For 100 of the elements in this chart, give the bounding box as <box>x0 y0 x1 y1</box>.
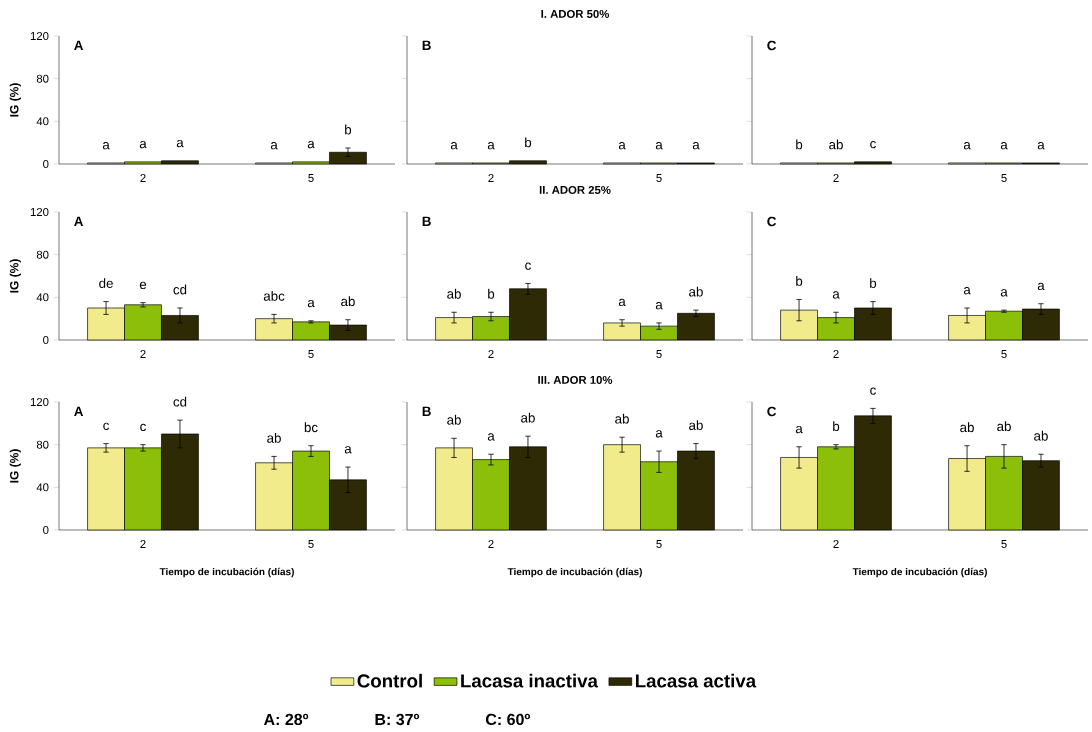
x-tick-label: 5 <box>656 350 662 358</box>
data-label: a <box>139 140 147 149</box>
x-tick-label: 5 <box>1001 350 1007 358</box>
data-label: a <box>1000 142 1008 150</box>
annotation: B <box>422 40 431 50</box>
data-label: a <box>487 142 495 150</box>
data-label: ab <box>689 420 703 430</box>
y-tick-label: 40 <box>36 117 49 126</box>
data-label: a <box>307 140 315 149</box>
data-label: ab <box>447 414 461 425</box>
x-tick-label: 2 <box>488 350 494 358</box>
x-axis-title: Tiempo de incubación (días) <box>852 567 987 578</box>
x-axis-title: Tiempo de incubación (días) <box>159 567 294 578</box>
data-label: b <box>525 137 532 148</box>
legend-label: Control <box>357 673 422 688</box>
legend-label: Lacasa inactiva <box>461 673 599 688</box>
x-tick-label: 5 <box>656 174 662 182</box>
x-tick-label: 2 <box>833 540 839 548</box>
data-label: a <box>102 142 110 150</box>
data-label: a <box>655 302 663 310</box>
data-label: ab <box>447 288 461 299</box>
annotation: C <box>767 40 777 51</box>
annotation: C <box>767 216 777 227</box>
y-tick-label: 80 <box>36 440 49 449</box>
data-label: c <box>525 262 531 270</box>
data-label: bc <box>304 422 318 433</box>
y-tick-label: 120 <box>30 397 49 406</box>
data-label: a <box>344 446 352 454</box>
annotation: B <box>422 216 431 226</box>
y-tick-label: 40 <box>36 483 49 492</box>
data-label: b <box>345 124 352 135</box>
annotation: A <box>74 40 84 50</box>
data-label: a <box>692 142 700 150</box>
data-label: b <box>870 278 877 288</box>
data-label: ab <box>267 433 281 443</box>
x-tick-label: 2 <box>833 350 839 358</box>
text: C: 60º <box>485 713 530 726</box>
y-tick-label: 0 <box>43 335 49 344</box>
y-tick-label: 80 <box>36 250 49 259</box>
y-axis-title: IG (%) <box>9 259 21 293</box>
x-tick-label: 5 <box>656 540 662 548</box>
data-label: a <box>963 142 971 150</box>
data-label: a <box>618 298 626 307</box>
data-label: a <box>795 425 803 434</box>
text: A: 28º <box>263 713 309 726</box>
data-label: c <box>870 140 876 149</box>
legend-label: Lacasa activa <box>635 673 757 688</box>
data-label: a <box>1037 142 1045 150</box>
y-tick-label: 40 <box>36 293 49 302</box>
y-tick-label: 120 <box>30 207 49 216</box>
data-label: c <box>140 423 146 432</box>
data-label: a <box>963 287 971 295</box>
x-tick-label: 2 <box>140 350 146 358</box>
x-tick-label: 2 <box>488 174 494 182</box>
data-label: a <box>655 142 663 150</box>
x-tick-label: 5 <box>308 174 314 182</box>
x-tick-label: 5 <box>308 540 314 548</box>
data-label: a <box>832 291 840 299</box>
data-label: ab <box>960 422 974 433</box>
y-tick-label: 0 <box>43 159 49 168</box>
data-label: ab <box>829 139 843 150</box>
data-label: cd <box>173 396 187 407</box>
data-label: ab <box>997 421 1011 432</box>
annotation: C <box>767 406 777 417</box>
x-axis-title: Tiempo de incubación (días) <box>507 567 642 578</box>
data-label: c <box>103 422 110 430</box>
data-label: ab <box>615 413 629 424</box>
data-label: a <box>450 142 458 150</box>
x-tick-label: 5 <box>1001 174 1007 182</box>
annotation: A <box>74 406 84 416</box>
data-label: c <box>870 387 876 395</box>
y-tick-label: 0 <box>43 526 49 534</box>
x-tick-label: 2 <box>833 174 839 182</box>
chart-title: II. ADOR 25% <box>539 185 611 194</box>
data-label: ab <box>341 296 355 307</box>
annotation: B <box>422 406 431 416</box>
y-axis-title: IG (%) <box>9 83 21 117</box>
data-label: abc <box>263 291 285 301</box>
data-label: ab <box>689 286 703 297</box>
data-label: a <box>655 430 663 438</box>
data-label: ab <box>1034 430 1048 441</box>
data-label: a <box>176 139 184 148</box>
data-label: de <box>99 278 113 288</box>
data-label: b <box>796 139 803 150</box>
data-label: a <box>1037 282 1045 291</box>
x-tick-label: 5 <box>1001 540 1007 548</box>
data-label: a <box>487 433 495 441</box>
chart-title: I. ADOR 50% <box>541 9 610 18</box>
data-label: b <box>833 421 840 432</box>
data-label: ab <box>521 412 535 423</box>
data-label: a <box>618 142 626 150</box>
data-label: a <box>270 142 278 150</box>
y-tick-label: 80 <box>36 74 49 83</box>
x-tick-label: 2 <box>140 540 146 548</box>
annotation: A <box>74 216 84 226</box>
data-label: b <box>488 288 495 299</box>
x-tick-label: 2 <box>488 540 494 548</box>
data-label: a <box>1000 289 1008 297</box>
data-label: e <box>139 281 147 290</box>
x-tick-label: 2 <box>140 174 146 182</box>
